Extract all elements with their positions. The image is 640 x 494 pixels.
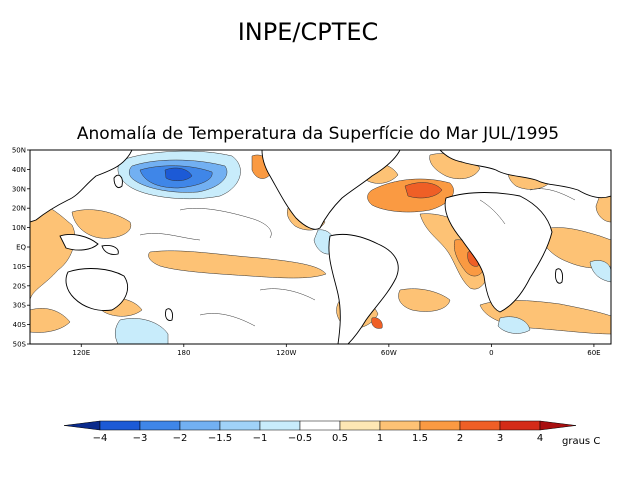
legend-value-label: −1 bbox=[253, 433, 268, 444]
latitude-axis: 50N 40N 30N 20N 10N EQ 10S 20S 30S 40S 50S bbox=[12, 147, 30, 349]
legend-value-label: −4 bbox=[93, 433, 108, 444]
longitude-axis: 120E 180 120W 60W 0 60E bbox=[72, 344, 601, 357]
lat-tick-label: 20S bbox=[13, 282, 27, 290]
legend-value-label: 3 bbox=[497, 433, 503, 444]
map-subtitle: Anomalía de Temperatura da Superfície do… bbox=[77, 124, 559, 144]
legend-value-label: 4 bbox=[537, 433, 543, 444]
legend-value-label: 1.5 bbox=[412, 433, 428, 444]
legend-value-label: −1.5 bbox=[208, 433, 232, 444]
legend-color-box bbox=[259, 420, 301, 431]
legend-color-box bbox=[499, 420, 541, 431]
legend-color-box bbox=[339, 420, 381, 431]
asia-landmass bbox=[30, 150, 133, 223]
land-masses bbox=[30, 150, 611, 344]
lat-tick-label: 10S bbox=[13, 263, 27, 271]
australia-landmass bbox=[65, 268, 128, 311]
page-title: INPE/CPTEC bbox=[238, 18, 379, 46]
legend-color-box bbox=[219, 420, 261, 431]
lon-tick-label: 60E bbox=[587, 349, 600, 357]
lat-tick-label: 20N bbox=[12, 205, 26, 213]
legend-low-triangle bbox=[63, 420, 101, 431]
very-strong-cold-regions bbox=[164, 167, 193, 181]
legend-high-triangle bbox=[539, 420, 577, 431]
africa-landmass bbox=[444, 192, 553, 313]
legend-color-box bbox=[419, 420, 461, 431]
legend-color-box bbox=[379, 420, 421, 431]
legend-color-box bbox=[99, 420, 141, 431]
maritime-continent bbox=[59, 233, 119, 255]
south-america-landmass bbox=[328, 233, 399, 344]
lon-tick-label: 180 bbox=[177, 349, 190, 357]
japan bbox=[113, 174, 123, 189]
legend-value-label: −2 bbox=[173, 433, 188, 444]
madagascar bbox=[555, 268, 563, 284]
legend-value-label: −0.5 bbox=[288, 433, 312, 444]
lat-tick-label: 50N bbox=[12, 147, 26, 155]
lat-tick-label: 40N bbox=[12, 166, 26, 174]
lon-tick-label: 120E bbox=[72, 349, 90, 357]
lat-tick-label: 50S bbox=[13, 341, 27, 349]
lat-tick-label: 40S bbox=[13, 321, 27, 329]
new-zealand bbox=[165, 308, 173, 321]
contour-lines bbox=[139, 188, 576, 327]
north-america-landmass bbox=[261, 150, 401, 230]
legend-value-label: 2 bbox=[457, 433, 463, 444]
lat-tick-label: 10N bbox=[12, 224, 26, 232]
legend-color-box bbox=[179, 420, 221, 431]
lon-tick-label: 60W bbox=[381, 349, 397, 357]
europe-landmass bbox=[439, 150, 611, 199]
legend-color-box bbox=[459, 420, 501, 431]
lon-tick-label: 120W bbox=[276, 349, 296, 357]
legend-value-label: 1 bbox=[377, 433, 383, 444]
color-legend: −4 −3 −2 −1.5 −1 −0.5 0.5 1 1.5 2 3 4 bbox=[63, 420, 577, 444]
lon-tick-label: 0 bbox=[489, 349, 493, 357]
legend-value-label: −3 bbox=[133, 433, 148, 444]
legend-value-label: 0.5 bbox=[332, 433, 348, 444]
legend-color-box bbox=[139, 420, 181, 431]
lat-tick-label: 30S bbox=[13, 302, 27, 310]
lat-tick-label: EQ bbox=[16, 244, 26, 252]
legend-color-box bbox=[299, 420, 341, 431]
legend-unit-label: graus C bbox=[562, 436, 600, 447]
lat-tick-label: 30N bbox=[12, 185, 26, 193]
anomaly-map bbox=[30, 150, 611, 344]
